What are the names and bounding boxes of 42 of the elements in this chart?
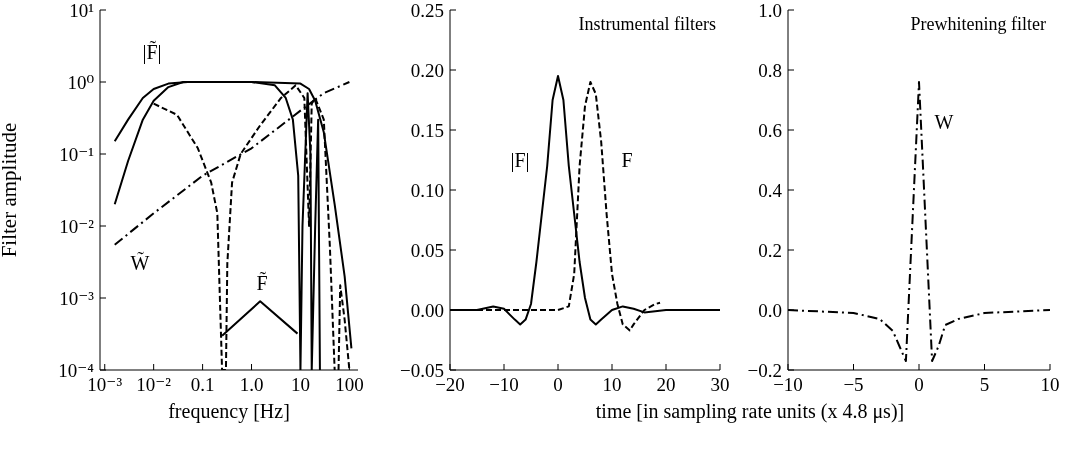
y-tick-label: 0.00 bbox=[410, 299, 444, 321]
annotation: W bbox=[934, 110, 954, 134]
y-tick-label: 10¹ bbox=[69, 0, 95, 21]
x-tick-label: 20 bbox=[656, 374, 676, 396]
y-tick-label: 0.05 bbox=[410, 239, 444, 261]
x-tick-label: 0 bbox=[914, 374, 924, 396]
annotation: |F̃| bbox=[142, 40, 162, 64]
y-tick-label: 10⁻¹ bbox=[59, 143, 95, 165]
chart-title: Prewhitening filter bbox=[910, 14, 1046, 35]
annotation: W̃ bbox=[130, 251, 150, 275]
x-tick-label: −5 bbox=[843, 374, 864, 396]
x-tick-label: −10 bbox=[489, 374, 519, 396]
y-tick-label: 10⁰ bbox=[67, 71, 95, 93]
x-axis-title: frequency [Hz] bbox=[167, 400, 291, 423]
y-tick-label: 0.0 bbox=[758, 299, 782, 321]
y-tick-label: 1.0 bbox=[758, 0, 782, 21]
y-tick-label: 0.4 bbox=[758, 179, 783, 201]
y-tick-label: 0.15 bbox=[410, 119, 444, 141]
y-tick-label: 10⁻³ bbox=[59, 287, 95, 309]
y-tick-label: 0.10 bbox=[410, 179, 444, 201]
x-tick-label: 0 bbox=[553, 374, 563, 396]
y-tick-label: 0.6 bbox=[758, 119, 782, 141]
annotation: F bbox=[621, 148, 633, 172]
x-tick-label: 1.0 bbox=[239, 374, 264, 396]
y-tick-label: 0.20 bbox=[410, 59, 444, 81]
x-tick-label: 100 bbox=[335, 374, 364, 396]
y-tick-label: 0.2 bbox=[758, 239, 782, 261]
x-tick-label: 10 bbox=[602, 374, 622, 396]
y-tick-label: 0.8 bbox=[758, 59, 782, 81]
x-tick-label: 5 bbox=[979, 374, 990, 396]
y-tick-label: 10⁻² bbox=[59, 215, 95, 237]
annotation: |F| bbox=[510, 148, 530, 172]
x-tick-label: 30 bbox=[710, 374, 730, 396]
annotation: F̃ bbox=[256, 271, 268, 295]
x-tick-label: 10⁻² bbox=[136, 374, 172, 396]
y-tick-label: 0.25 bbox=[410, 0, 444, 21]
y-axis-title: Filter amplitude bbox=[0, 122, 22, 258]
x-tick-label: 10 bbox=[1040, 374, 1060, 396]
x-tick-label: 0.1 bbox=[190, 374, 215, 396]
chart-title: Instrumental filters bbox=[578, 14, 716, 35]
x-axis-title: time [in sampling rate units (x 4.8 μs)] bbox=[594, 400, 906, 423]
x-tick-label: 10 bbox=[290, 374, 310, 396]
